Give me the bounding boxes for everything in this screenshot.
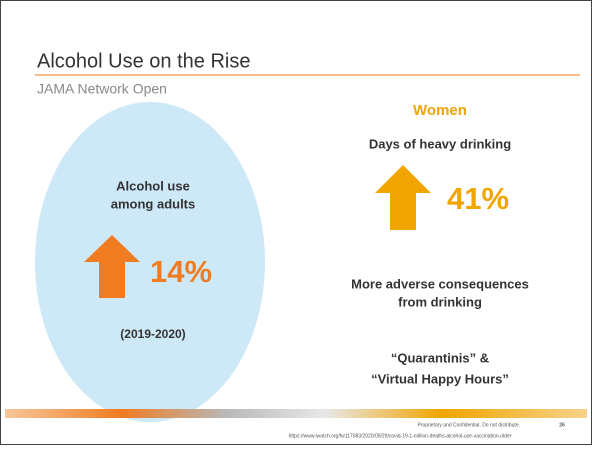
point-line: from drinking xyxy=(398,294,482,309)
footer-band xyxy=(5,409,587,418)
period: (2019-2020) xyxy=(120,327,185,341)
up-arrow xyxy=(84,235,140,298)
point-line: More adverse consequences xyxy=(351,276,529,291)
right-label: Days of heavy drinking xyxy=(369,136,511,151)
left-line: among adults xyxy=(111,196,196,211)
title: Alcohol Use on the Rise xyxy=(37,50,250,72)
subtitle: JAMA Network Open xyxy=(37,81,167,97)
point-line: “Virtual Happy Hours” xyxy=(371,371,509,386)
right-stat: 41% xyxy=(447,181,509,216)
left-line: Alcohol use xyxy=(116,178,190,193)
page-number: 26 xyxy=(559,422,565,428)
highlight-ellipse xyxy=(35,102,265,422)
footer-notice: Proprietary and Confidential. Do not dis… xyxy=(417,422,520,428)
left-stat: 14% xyxy=(150,254,212,289)
footer-url: https://www.iwatch.org/fw117083/2020/09/… xyxy=(289,433,512,439)
right-heading: Women xyxy=(413,102,467,119)
point-line: “Quarantinis” & xyxy=(391,350,489,365)
up-arrow xyxy=(375,165,431,230)
